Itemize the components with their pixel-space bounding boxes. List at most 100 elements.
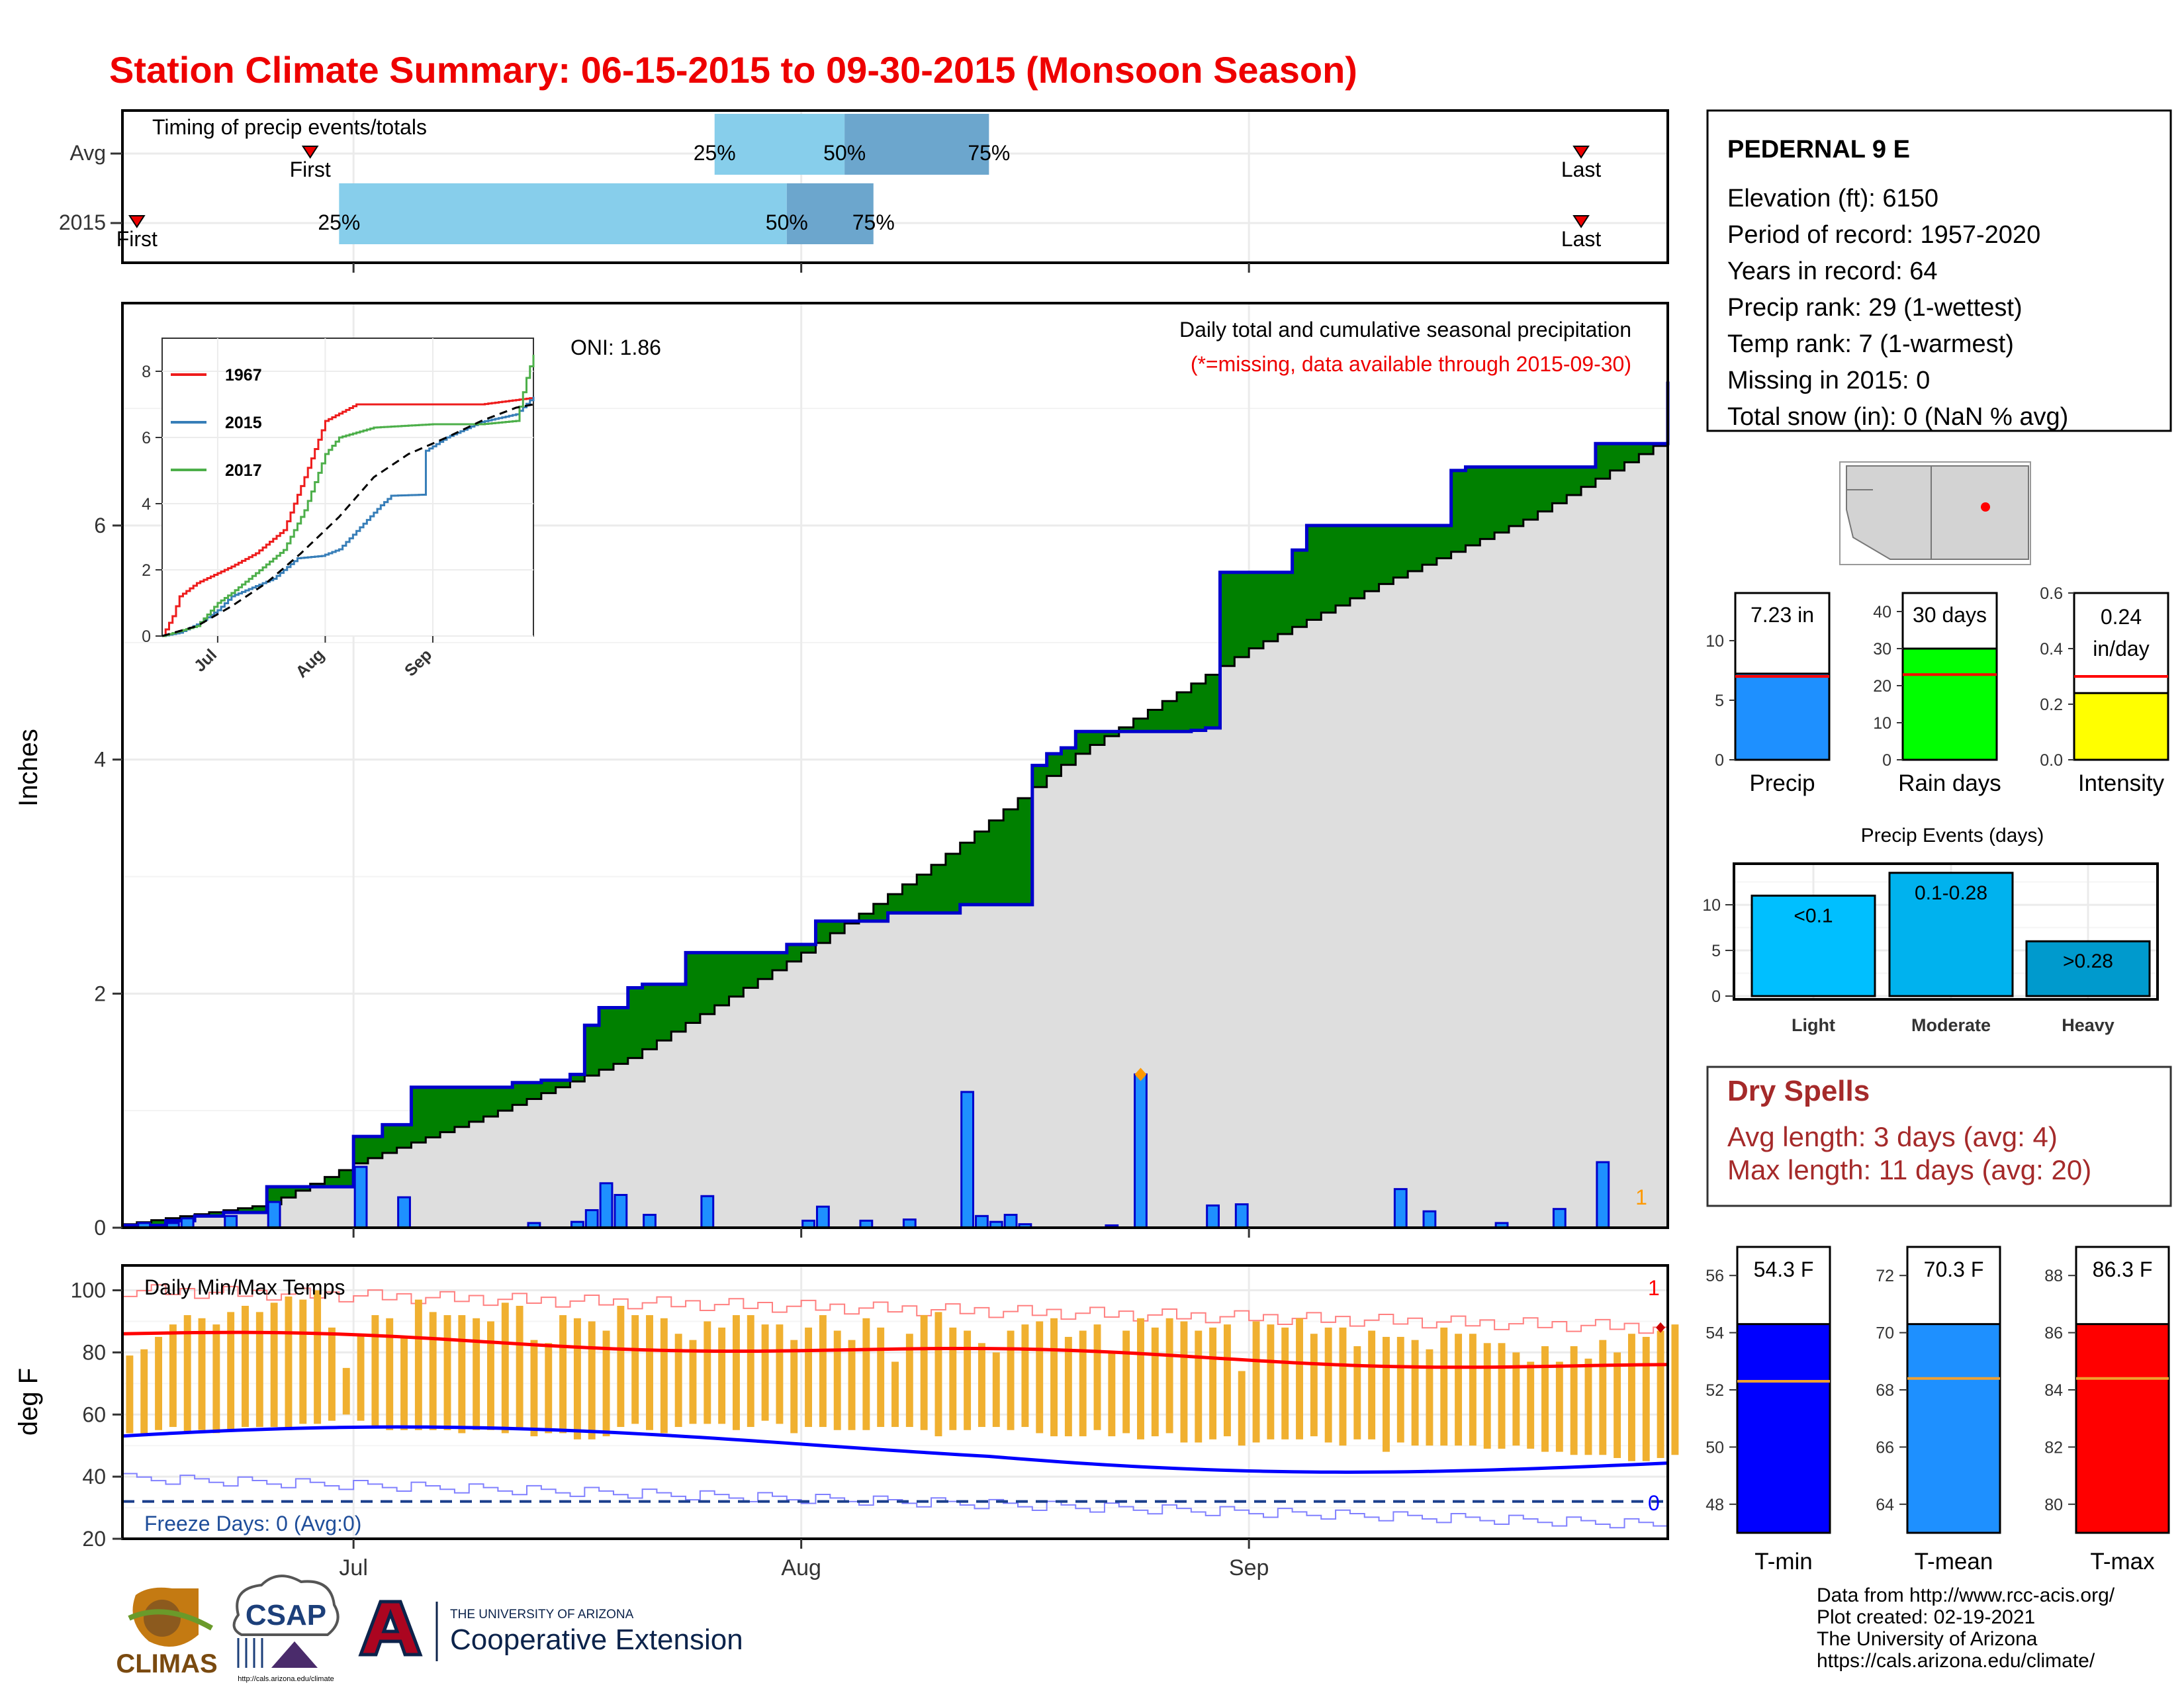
daily-temp-bar — [1455, 1334, 1463, 1446]
daily-temp-bar — [1180, 1321, 1188, 1443]
station-line: Precip rank: 29 (1-wettest) — [1727, 294, 2023, 322]
event-bar-heavy — [2025, 940, 2151, 997]
timing-bar-light — [339, 183, 787, 244]
daily-temp-bar — [978, 1343, 985, 1428]
daily-temp-bar — [314, 1290, 322, 1424]
temp-summary-bars: 54.3 F 48 50 52 54 56 T-min 70.3 F 64 66 68 70 72 T-m… — [1706, 1246, 2170, 1575]
daily-temp-bar — [1238, 1371, 1246, 1446]
daily-temp-bar — [776, 1324, 784, 1424]
footer-credits: Data from http://www.rcc-acis.org/ Plot … — [1817, 1584, 2115, 1672]
daily-temp-bar — [1599, 1340, 1607, 1455]
dry-spells-max: Max length: 11 days (avg: 20) — [1727, 1154, 2091, 1185]
daily-precip-bar — [397, 1196, 411, 1229]
oni-label: ONI: 1.86 — [570, 336, 661, 359]
daily-temp-bar — [674, 1334, 682, 1428]
station-info: PEDERNAL 9 E Elevation (ft): 6150 Period… — [1706, 109, 2172, 432]
summary-bar-1 — [1901, 647, 1998, 761]
station-line: Years in record: 64 — [1727, 257, 1938, 285]
daily-temp-bar — [242, 1306, 249, 1428]
summary-tick-label: 20 — [1873, 677, 1891, 696]
ua-logo-big: Cooperative Extension — [450, 1623, 743, 1656]
daily-temp-bar — [1498, 1343, 1506, 1449]
summary-bar-2 — [2073, 692, 2169, 761]
station-line: Missing in 2015: 0 — [1727, 367, 1930, 394]
daily-temp-bar — [227, 1312, 235, 1430]
daily-precip-bar — [700, 1195, 715, 1229]
daily-temp-bar — [1671, 1324, 1679, 1455]
inset-series-line — [162, 397, 535, 637]
daily-temp-bar — [747, 1315, 754, 1428]
daily-precip-bar — [584, 1209, 599, 1229]
daily-precip-bar — [1134, 1073, 1148, 1229]
daily-temp-bar — [1021, 1324, 1029, 1428]
summary-bar-0 — [1734, 672, 1831, 761]
timing-p25-label: 25% — [694, 141, 736, 165]
timing-first-marker — [301, 146, 319, 159]
daily-temp-bar — [573, 1318, 581, 1440]
daily-temp-bar — [1483, 1343, 1491, 1449]
daily-temp-bar — [1541, 1346, 1549, 1452]
max-precip-marker — [1134, 1068, 1147, 1081]
daily-temp-bar — [1050, 1318, 1058, 1437]
temp-summary-value: 86.3 F — [2093, 1257, 2153, 1281]
daily-precip-bar — [180, 1217, 195, 1229]
daily-precip-bar — [267, 1201, 281, 1229]
timing-row-label-2015: 2015 — [59, 210, 106, 234]
timing-row-label-avg: Avg — [69, 141, 106, 165]
temp-summary-tick-label: 72 — [1876, 1267, 1894, 1285]
footer-line: The University of Arizona — [1817, 1628, 2038, 1650]
temp-x-tick-label: Jul — [339, 1555, 367, 1580]
daily-temp-bar — [1584, 1358, 1592, 1455]
daily-temp-bar — [342, 1367, 350, 1415]
temp-summary-value: 70.3 F — [1924, 1257, 1984, 1281]
csap-logo-text: CSAP — [246, 1599, 326, 1631]
daily-temp-bar — [1108, 1352, 1116, 1437]
daily-temp-bar — [704, 1321, 711, 1424]
temp-summary-tick-label: 64 — [1876, 1496, 1894, 1514]
daily-temp-bar — [1064, 1336, 1072, 1437]
daily-temp-bar — [400, 1336, 408, 1430]
inset-legend-label: 2017 — [225, 461, 262, 480]
csap-logo: CSAP http://cals.arizona.edu/climate — [232, 1575, 340, 1683]
precip-chart: ONI: 1.86 Daily total and cumulative sea… — [14, 302, 1670, 1240]
temp-summary-bar-2 — [2075, 1323, 2170, 1534]
temp-summary-tick-label: 70 — [1876, 1324, 1894, 1343]
daily-temp-bar — [1324, 1327, 1332, 1443]
daily-temp-bar — [920, 1315, 928, 1430]
timing-bar-dark — [844, 114, 989, 175]
temp-chart-title: Daily Min/Max Temps — [144, 1275, 345, 1299]
event-bar-inner-label: <0.1 — [1794, 905, 1833, 927]
csap-logo-url: http://cals.arizona.edu/climate — [238, 1675, 334, 1683]
daily-precip-bar — [1206, 1204, 1220, 1229]
daily-temp-bar — [285, 1296, 293, 1430]
summary-tick-label: 0.0 — [2040, 751, 2063, 770]
hot-day-marker — [1656, 1322, 1666, 1333]
temp-x-tick-label: Sep — [1229, 1555, 1269, 1580]
corner-count: 1 — [1635, 1185, 1647, 1209]
daily-temp-bar — [1165, 1318, 1173, 1434]
record-high-line — [122, 1284, 1668, 1334]
summary-tick-label: 0.6 — [2040, 584, 2063, 603]
temp-x-tick-label: Aug — [781, 1555, 821, 1580]
daily-temp-bar — [805, 1327, 813, 1428]
daily-temp-bar — [862, 1318, 870, 1430]
daily-temp-bar — [530, 1340, 538, 1437]
temp-summary-label: T-mean — [1915, 1549, 1993, 1575]
timing-title: Timing of precip events/totals — [152, 115, 427, 139]
above-average-area — [122, 381, 1668, 1226]
temp-summary-tick-label: 68 — [1876, 1381, 1894, 1400]
summary-bar-label: Precip — [1749, 770, 1815, 796]
event-tick-label: 0 — [1711, 987, 1721, 1006]
daily-temp-bar — [689, 1340, 697, 1424]
timing-p50-label: 50% — [766, 210, 808, 234]
temp-summary-tick-label: 48 — [1706, 1496, 1724, 1514]
average-cumulative-line — [122, 437, 1669, 1226]
temp-summary-value: 54.3 F — [1754, 1257, 1814, 1281]
summary-bar-label: Rain days — [1898, 770, 2001, 796]
temp-y-axis-label: deg F — [14, 1368, 43, 1436]
average-cumulative-area — [122, 437, 1668, 1228]
daily-temp-bar — [1036, 1321, 1044, 1434]
precip-y-tick-label: 2 — [94, 982, 106, 1005]
summary-tick-label: 40 — [1873, 603, 1891, 621]
